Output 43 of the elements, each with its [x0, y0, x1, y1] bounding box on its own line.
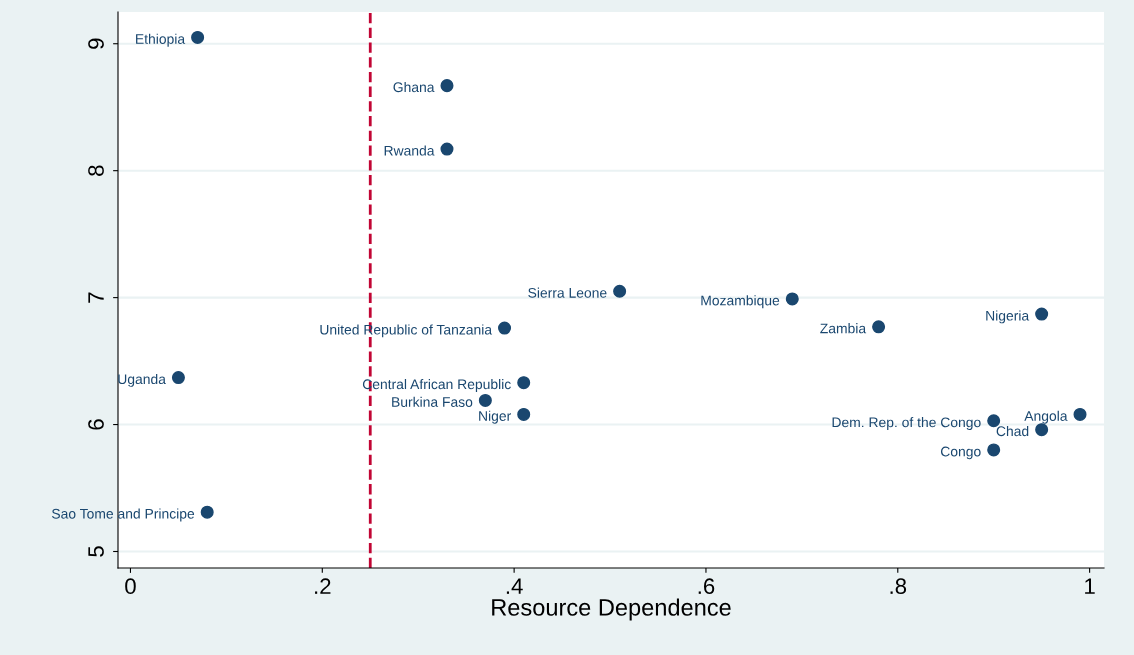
point — [987, 443, 1001, 457]
annotation: Chad — [996, 425, 1029, 437]
y-tick-label: 8 — [88, 165, 104, 176]
annotation: Mozambique — [701, 295, 780, 309]
x-tick-label: .4 — [506, 578, 523, 594]
x-tick-label: .6 — [698, 578, 715, 595]
point — [517, 407, 531, 421]
point — [517, 376, 531, 390]
point — [785, 292, 799, 306]
x-tick-label: 1 — [1085, 578, 1095, 594]
annotation: Angola — [1024, 410, 1068, 424]
point — [171, 371, 185, 385]
point — [498, 321, 512, 335]
point — [872, 320, 886, 334]
point — [1035, 423, 1049, 437]
point — [987, 414, 1001, 428]
annotation: Sierra Leone — [528, 287, 607, 298]
point — [613, 284, 627, 298]
annotation: Dem. Rep. of the Congo — [832, 417, 981, 430]
y-tick-label: 5 — [88, 546, 104, 557]
y-tick-label: 7 — [88, 292, 104, 303]
annotation: Rwanda — [384, 145, 435, 156]
y-tick-label: 9 — [88, 38, 104, 49]
point — [478, 393, 492, 407]
annotation: Congo — [940, 446, 981, 460]
x-tick-label: 0 — [125, 578, 136, 595]
point — [1035, 307, 1049, 321]
annotation: Nigeria — [986, 310, 1030, 324]
annotation: United Republic of Tanzania — [320, 324, 493, 338]
point — [440, 142, 454, 156]
annotation: Ethiopia — [136, 33, 186, 47]
annotation: Niger — [479, 410, 511, 424]
x-tick-label: .2 — [315, 578, 331, 594]
y-tick-label: 6 — [88, 419, 104, 430]
point — [200, 505, 214, 519]
x-tick-label: .8 — [890, 578, 907, 595]
annotation: Zambia — [820, 323, 867, 334]
point — [1073, 407, 1087, 421]
point — [440, 79, 454, 93]
x-axis-title: Resource Dependence — [492, 598, 731, 621]
annotation: Ghana — [393, 81, 435, 93]
point — [191, 30, 205, 44]
annotation: Burkina Faso — [392, 396, 473, 407]
